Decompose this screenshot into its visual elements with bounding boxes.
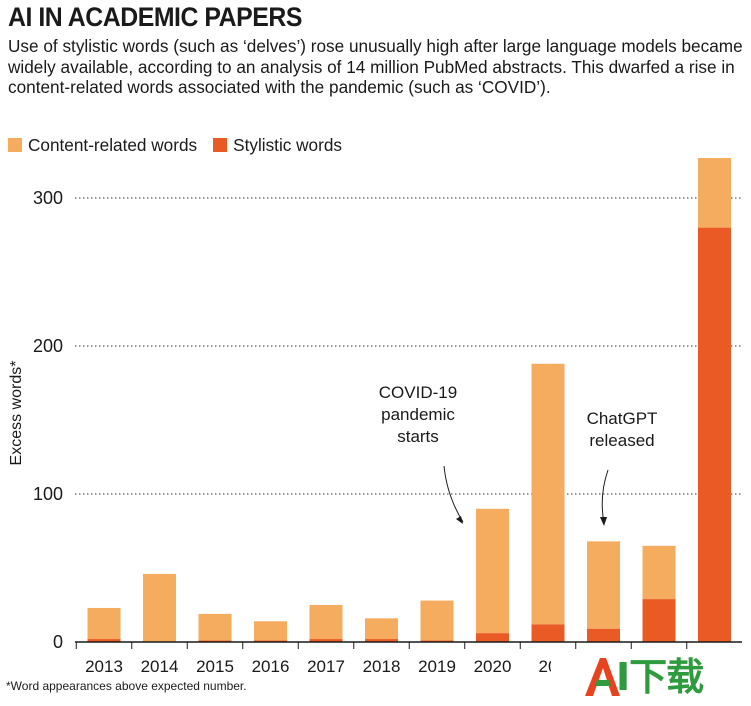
bar-content xyxy=(476,508,509,634)
y-tick-label: 100 xyxy=(33,484,63,504)
watermark-text: I下载 xyxy=(616,655,704,699)
chart-title: AI IN ACADEMIC PAPERS xyxy=(8,2,302,32)
bar-stylistic xyxy=(87,639,121,642)
y-tick-label: 300 xyxy=(33,188,63,208)
legend-swatch-content xyxy=(8,138,22,152)
x-tick-label: 2019 xyxy=(418,657,456,676)
y-axis-label: Excess words* xyxy=(8,361,25,466)
bar-stylistic xyxy=(365,639,398,642)
legend-label-stylistic: Stylistic words xyxy=(233,134,342,155)
annotation-arrowhead xyxy=(456,516,463,524)
bar-stylistic xyxy=(698,227,731,642)
annotation-text: starts xyxy=(397,427,439,446)
annotation-text: released xyxy=(589,431,654,450)
label-mask xyxy=(551,652,581,680)
y-tick-label: 200 xyxy=(33,336,63,356)
legend-item-stylistic: Stylistic words xyxy=(213,135,342,156)
bar-content xyxy=(143,573,176,642)
legend: Content-related words Stylistic words xyxy=(8,135,358,155)
x-tick-label: 2017 xyxy=(307,657,345,676)
bar-stylistic xyxy=(642,599,676,642)
annotation-text: ChatGPT xyxy=(587,409,658,428)
bar-content xyxy=(365,618,398,640)
chart-subtitle: Use of stylistic words (such as ‘delves’… xyxy=(8,36,743,97)
legend-swatch-stylistic xyxy=(213,138,228,152)
legend-item-content: Content-related words xyxy=(8,135,197,156)
bar-content xyxy=(642,545,676,600)
watermark-logo: I下载 xyxy=(582,652,732,702)
annotation-text: COVID-19 xyxy=(379,383,457,402)
bar-content xyxy=(87,607,121,640)
x-tick-label: 2020 xyxy=(474,657,512,676)
bar-stylistic xyxy=(309,639,343,642)
bar-stylistic xyxy=(531,624,565,642)
x-tick-label: 2015 xyxy=(196,657,234,676)
bar-content xyxy=(587,541,620,629)
bar-content xyxy=(698,158,731,228)
x-tick-label: 2013 xyxy=(85,657,123,676)
bar-stylistic xyxy=(476,633,509,642)
bar-content xyxy=(309,605,343,640)
bar-content xyxy=(531,363,565,625)
footnote: *Word appearances above expected number. xyxy=(6,679,247,693)
x-tick-label: 2018 xyxy=(363,657,401,676)
annotation-text: pandemic xyxy=(381,405,455,424)
bar-content xyxy=(420,600,454,641)
y-tick-label: 0 xyxy=(53,632,63,652)
bar-stylistic xyxy=(587,628,620,642)
annotation-arrow xyxy=(601,469,609,524)
watermark-a-glyph xyxy=(585,658,620,696)
annotation-arrowhead xyxy=(600,517,607,526)
x-tick-label: 2016 xyxy=(252,657,290,676)
x-tick-label: 2014 xyxy=(141,657,179,676)
bar-content xyxy=(198,613,232,641)
bar-content xyxy=(254,621,287,641)
legend-label-content: Content-related words xyxy=(28,134,198,155)
